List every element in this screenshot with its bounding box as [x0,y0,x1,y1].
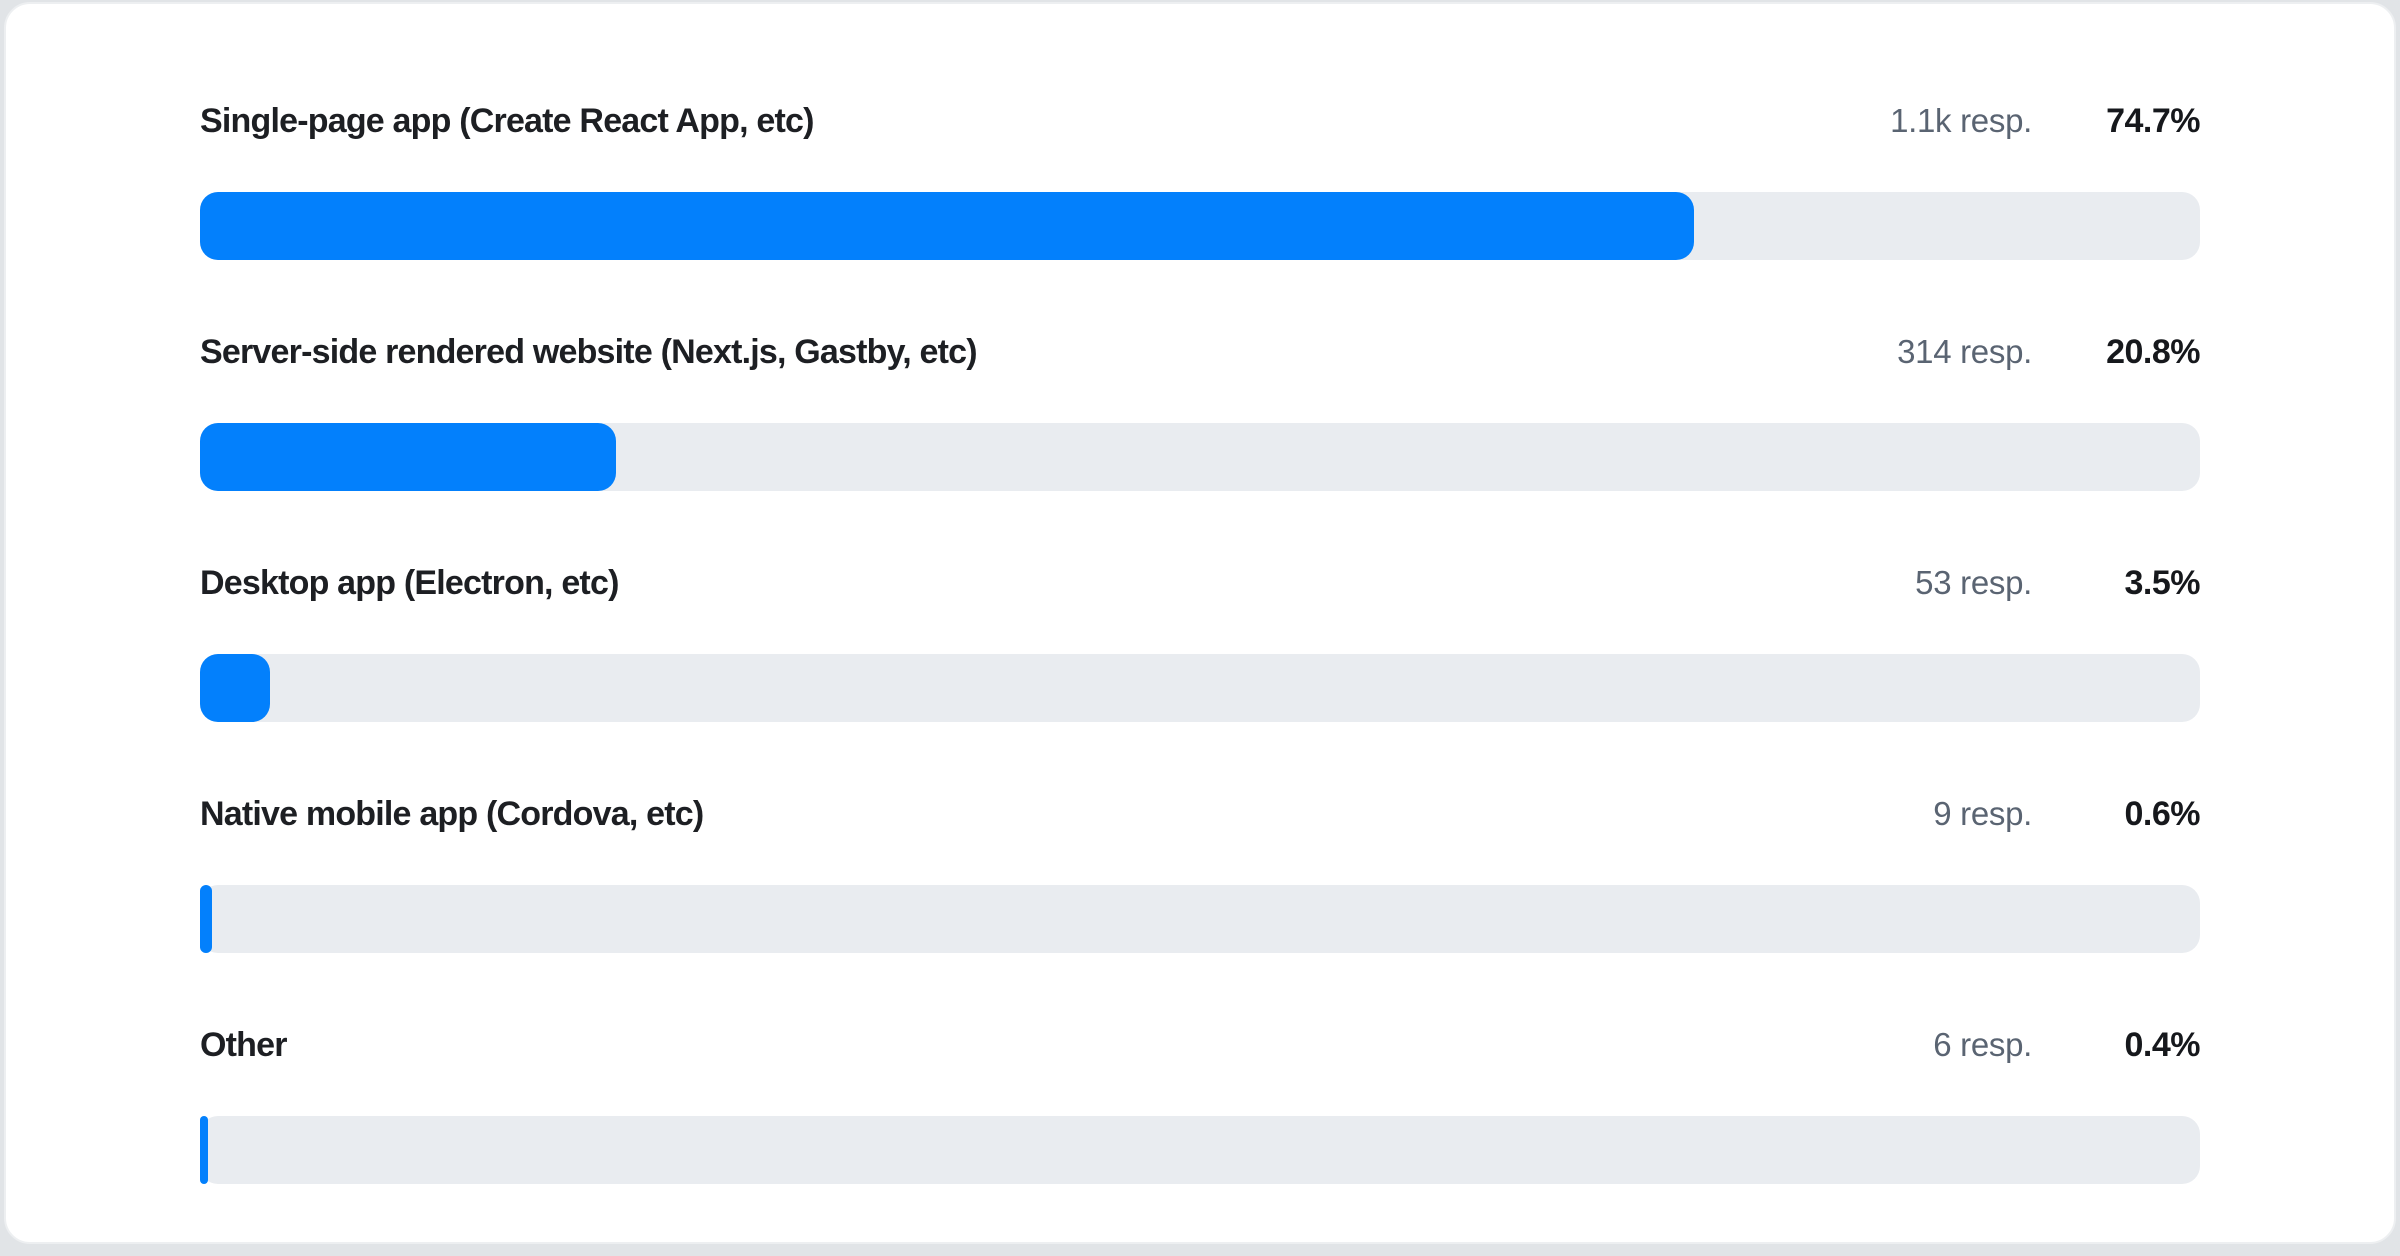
category-label: Single-page app (Create React App, etc) [200,102,814,140]
row-header: Single-page app (Create React App, etc) … [200,94,2201,149]
chart-row: Single-page app (Create React App, etc) … [200,94,2201,260]
responses-count: 314 resp. [1897,333,2032,370]
row-header: Server-side rendered website (Next.js, G… [200,325,2201,380]
percent-value: 20.8% [2106,333,2200,371]
responses-count: 6 resp. [1933,1026,2032,1063]
bar-fill [200,192,1694,260]
responses-count: 53 resp. [1915,564,2032,601]
bar-track [200,885,2200,953]
bar-fill [200,1116,208,1184]
bar-track [200,192,2200,260]
chart-row: Native mobile app (Cordova, etc) 9 resp.… [200,787,2201,953]
category-label: Desktop app (Electron, etc) [200,564,619,602]
chart-row: Other 6 resp. 0.4% [200,1018,2201,1184]
bar-fill [200,654,270,722]
chart-row: Server-side rendered website (Next.js, G… [200,325,2201,491]
percent-value: 74.7% [2106,102,2200,140]
percent-value: 0.4% [2124,1026,2201,1064]
row-stats: 6 resp. 0.4% [1933,1026,2200,1065]
survey-results-card: Single-page app (Create React App, etc) … [4,2,2396,1244]
percent-value: 0.6% [2124,795,2201,833]
row-header: Other 6 resp. 0.4% [200,1018,2201,1073]
bar-fill [200,885,212,953]
row-header: Desktop app (Electron, etc) 53 resp. 3.5… [200,556,2201,611]
category-label: Server-side rendered website (Next.js, G… [200,333,978,371]
row-header: Native mobile app (Cordova, etc) 9 resp.… [200,787,2201,842]
category-label: Native mobile app (Cordova, etc) [200,795,704,833]
bar-track [200,423,2200,491]
category-label: Other [200,1026,287,1064]
bar-track [200,1116,2200,1184]
chart-row: Desktop app (Electron, etc) 53 resp. 3.5… [200,556,2201,722]
row-stats: 1.1k resp. 74.7% [1890,102,2200,141]
bar-track [200,654,2200,722]
horizontal-bar-chart: Single-page app (Create React App, etc) … [200,94,2201,1184]
row-stats: 53 resp. 3.5% [1915,564,2200,603]
responses-count: 9 resp. [1933,795,2032,832]
bar-fill [200,423,616,491]
row-stats: 9 resp. 0.6% [1933,795,2200,834]
responses-count: 1.1k resp. [1890,102,2032,139]
row-stats: 314 resp. 20.8% [1897,333,2200,372]
percent-value: 3.5% [2124,564,2201,602]
